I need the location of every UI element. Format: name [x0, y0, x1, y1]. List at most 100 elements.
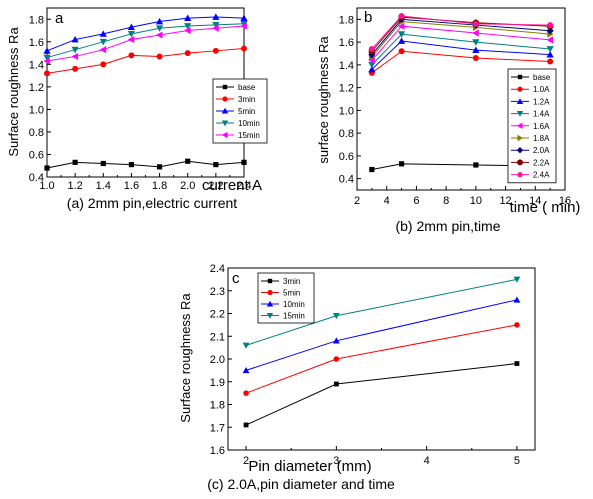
- x-tick-label: 2: [354, 195, 360, 207]
- data-point-2.4A: [547, 22, 554, 29]
- x-tick-label: 4: [424, 455, 430, 467]
- x-axis-label: current A: [202, 177, 262, 194]
- x-tick-label: 2.2: [208, 180, 223, 192]
- data-point-1.6A: [546, 36, 554, 44]
- data-point-15min: [240, 22, 247, 30]
- data-point-5min: [184, 14, 192, 22]
- data-point-base: [241, 159, 247, 165]
- legend-label: 3min: [283, 277, 300, 286]
- x-tick-label: 1.2: [67, 180, 82, 192]
- y-tick-label: 1.2: [29, 82, 44, 94]
- data-point-10min: [99, 38, 107, 46]
- data-point-3min: [128, 52, 135, 59]
- data-point-3min: [514, 361, 520, 366]
- series-line-15min: [46, 25, 245, 62]
- data-point-2.4A: [368, 45, 375, 52]
- panel-letter: c: [232, 270, 240, 287]
- data-point-3min: [333, 381, 339, 387]
- y-tick-label: 2.4: [210, 263, 225, 275]
- y-tick-label: 0.4: [339, 174, 354, 186]
- panel-caption: (a) 2mm pin,electric current: [67, 195, 237, 211]
- data-point-5min: [514, 322, 520, 328]
- data-point-base: [185, 158, 191, 164]
- data-point-5min: [71, 35, 79, 43]
- x-axis-label: time ( min): [510, 199, 581, 216]
- legend-marker: [517, 172, 523, 178]
- legend-marker: [221, 120, 229, 127]
- data-point-2.4A: [472, 20, 479, 27]
- data-point-15min: [99, 46, 107, 54]
- data-point-15min: [155, 31, 163, 39]
- chart-panel-c: 1.6 1.7 1.8 1.9 2.0 2.1 2.2 2.3 2.4 2 3 4 5 Surface r…: [178, 263, 536, 492]
- y-axis-label: Surface roughness Ra: [6, 27, 21, 157]
- data-point-1.4A: [397, 31, 406, 38]
- legend-marker: [517, 74, 523, 80]
- data-point-15min: [184, 26, 191, 35]
- data-point-10min: [184, 23, 192, 30]
- data-point-15min: [332, 313, 340, 320]
- y-tick-label: 1.8: [210, 400, 225, 412]
- x-tick-label: 5: [514, 455, 520, 467]
- y-tick-label: 1.7: [210, 422, 225, 434]
- legend-marker: [516, 111, 524, 117]
- x-tick-label: 2.0: [180, 180, 195, 192]
- x-tick-label: 4: [384, 195, 390, 207]
- y-tick-label: 1.6: [339, 37, 354, 49]
- data-point-5min: [43, 47, 51, 54]
- panel-letter: b: [364, 9, 372, 26]
- legend-label: base: [533, 73, 551, 82]
- data-point-15min: [513, 276, 521, 283]
- data-point-10min: [513, 296, 521, 303]
- legend-label: 10min: [283, 300, 305, 309]
- data-point-1.6A: [368, 56, 375, 64]
- legend-label: 15min: [238, 131, 260, 140]
- y-tick-label: 0.4: [29, 172, 44, 184]
- legend-marker: [221, 107, 229, 114]
- data-point-base: [213, 162, 219, 168]
- data-point-1.0A: [472, 55, 479, 62]
- y-tick-label: 1.8: [339, 14, 354, 26]
- data-point-base: [398, 161, 405, 167]
- legend-marker: [516, 122, 523, 129]
- data-point-10min: [332, 337, 340, 344]
- legend-marker: [222, 96, 228, 102]
- x-tick-label: 2.4: [236, 180, 251, 192]
- data-point-1.0A: [547, 58, 554, 65]
- data-point-1.2A: [546, 51, 554, 58]
- x-axis-label: Pin diameter (mm): [248, 458, 371, 475]
- data-point-1.6A: [397, 22, 405, 30]
- y-axis-label: surface roughness Ra: [316, 36, 331, 164]
- series-line-2.0A: [371, 18, 551, 55]
- data-point-1.2A: [368, 65, 376, 73]
- legend-label: 3min: [238, 95, 255, 104]
- legend-marker: [267, 278, 273, 284]
- chart-panel-a: 0.4 0.6 0.8 1.0 1.2 1.4 1.6 1.8 1.0 1.2 1.4 1.6 1.8 2…: [6, 7, 268, 211]
- legend-label: 15min: [283, 312, 305, 321]
- data-point-base: [100, 160, 106, 167]
- data-point-5min: [155, 17, 164, 25]
- data-point-10min: [127, 31, 136, 38]
- panel-caption: (c) 2.0A,pin diameter and time: [207, 476, 395, 492]
- x-tick-label: 1.8: [152, 180, 167, 192]
- chart-panel-b: 0.4 0.6 0.8 1.0 1.2 1.4 1.6 1.8 2 4 6 8 10 12 14 16 surf…: [316, 7, 581, 234]
- panel-letter: a: [55, 10, 64, 27]
- series-line-base: [46, 160, 245, 169]
- x-tick-label: 1.4: [96, 180, 111, 192]
- panel-caption: (b) 2mm pin,time: [395, 218, 500, 234]
- legend-marker: [222, 84, 228, 90]
- data-point-1.4A: [472, 39, 480, 46]
- legend-label: 1.2A: [533, 97, 550, 106]
- data-point-3min: [44, 70, 50, 77]
- data-point-1.2A: [472, 46, 480, 53]
- data-point-10min: [43, 54, 51, 62]
- data-point-15min: [242, 342, 250, 349]
- y-tick-label: 2.0: [210, 354, 225, 366]
- x-tick-label: 1.6: [124, 180, 139, 192]
- legend-label: 2.0A: [533, 146, 550, 155]
- legend-label: 1.8A: [533, 134, 550, 143]
- x-tick-label: 14: [529, 195, 541, 207]
- y-tick-label: 0.6: [339, 151, 354, 163]
- data-point-3min: [156, 53, 163, 60]
- data-point-5min: [333, 356, 340, 362]
- series-line-1.4A: [371, 33, 551, 66]
